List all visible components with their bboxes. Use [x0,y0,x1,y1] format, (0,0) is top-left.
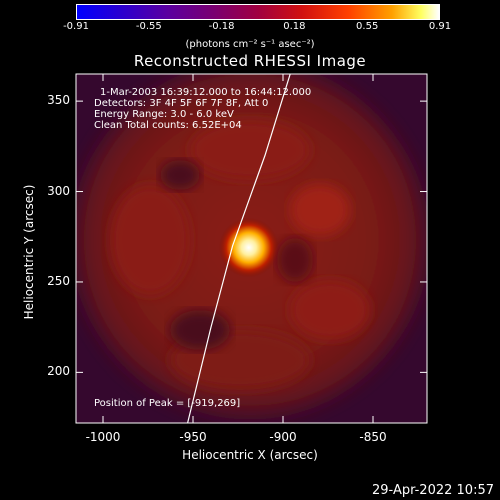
x-axis-label: Heliocentric X (arcsec) [182,448,318,462]
peak-position-label: Position of Peak = [-919,269] [94,398,241,409]
colorbar-tick-label: -0.18 [208,21,235,32]
emission-void [160,160,200,190]
emission-blob [290,280,370,340]
y-tick-label: 250 [47,273,70,288]
x-tick-label: -850 [359,430,387,444]
x-tick-label: -900 [269,430,297,444]
footer-timestamp: 29-Apr-2022 10:57 [372,483,494,498]
y-tick-label: 350 [47,93,70,108]
info-line-detectors: Detectors: 3F 4F 5F 6F 7F 8F, Att 0 [94,98,269,109]
emission-void [277,238,313,282]
x-tick-label: -1000 [85,430,121,444]
emission-void [170,310,230,350]
peak-source [218,217,279,278]
y-tick-label: 300 [47,183,70,198]
plot-frame [75,73,428,424]
emission-blob [290,184,350,236]
colorbar-tick-label: 0.91 [428,21,452,32]
colorbar [76,4,440,20]
info-line-clean: Clean Total counts: 6.52E+04 [94,120,242,131]
solar-limb-line [187,74,291,423]
colorbar-tick-label: 0.18 [283,21,306,32]
colorbar-unit-label: (photons cm⁻² s⁻¹ asec⁻²) [185,39,315,50]
info-line-time-range: 1-Mar-2003 16:39:12.000 to 16:44:12.000 [100,87,312,98]
x-tick-label: -950 [179,430,207,444]
colorbar-tick-label: -0.55 [135,21,162,32]
colorbar-tick-label: 0.55 [356,21,379,32]
image-title: Reconstructed RHESSI Image [133,52,367,70]
info-line-energy: Energy Range: 3.0 - 6.0 keV [94,109,234,120]
y-tick-label: 200 [47,364,70,379]
colorbar-tick-label: -0.91 [63,21,89,32]
emission-blob [190,120,310,180]
y-axis-label: Heliocentric Y (arcsec) [22,184,36,320]
emission-blob [110,185,190,295]
